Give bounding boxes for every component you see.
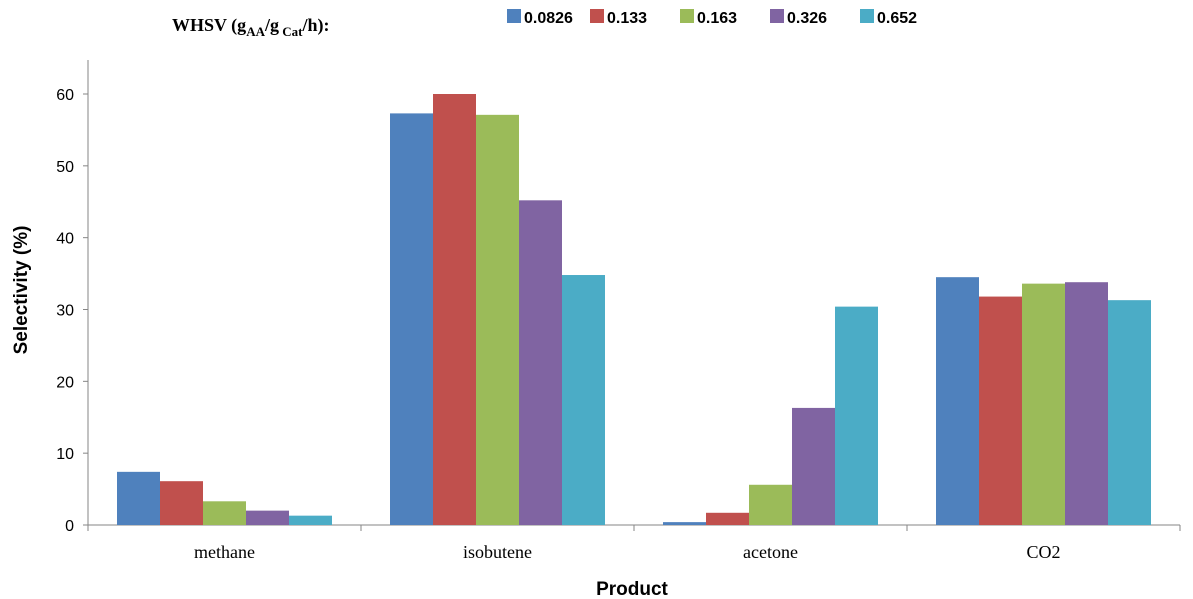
x-axis-title: Product [596,579,668,599]
bar-co2-0.163 [1022,283,1065,525]
y-tick-label: 10 [56,446,74,463]
y-tick-label: 20 [56,374,74,391]
bar-isobutene-0.0826 [390,113,433,526]
y-tick-label: 30 [56,303,74,320]
y-tick-label: 50 [56,159,74,176]
bar-methane-0.133 [160,481,203,525]
bar-methane-0.652 [289,515,332,525]
x-category-label: methane [194,542,255,562]
x-category-label: isobutene [463,542,532,562]
legend-swatch [770,9,784,23]
y-ticks: 0 10 20 30 40 50 60 [56,87,88,535]
legend: 0.0826 0.133 0.163 0.326 0.652 [507,9,917,27]
bar-co2-0.652 [1108,300,1151,525]
bar-acetone-0.163 [749,484,792,525]
bar-isobutene-0.163 [476,114,519,525]
bar-methane-0.163 [203,501,246,525]
bars [117,94,1151,526]
bar-co2-0.0826 [936,277,979,525]
legend-swatch [507,9,521,23]
x-category-label: CO2 [1026,542,1060,562]
bar-methane-0.326 [246,510,289,525]
legend-label: 0.133 [607,10,647,27]
bar-acetone-0.326 [792,407,835,525]
bar-isobutene-0.326 [519,200,562,525]
bar-methane-0.0826 [117,471,160,525]
legend-swatch [860,9,874,23]
legend-label: 0.652 [877,10,917,27]
y-tick-label: 60 [56,87,74,104]
legend-swatch [680,9,694,23]
y-tick-label: 0 [65,518,74,535]
x-category-label: acetone [743,542,798,562]
bar-acetone-0.133 [706,512,749,525]
bar-isobutene-0.652 [562,275,605,525]
legend-label: 0.0826 [524,10,573,27]
legend-label: 0.163 [697,10,737,27]
bar-co2-0.133 [979,296,1022,525]
bar-acetone-0.652 [835,306,878,525]
y-tick-label: 40 [56,231,74,248]
bar-isobutene-0.133 [433,94,476,525]
legend-title: WHSV (gAA/g Cat/h): [172,15,329,39]
x-ticks [87,525,1181,531]
y-axis-title: Selectivity (%) [11,226,32,355]
bar-co2-0.326 [1065,282,1108,525]
bar-acetone-0.0826 [663,522,706,525]
legend-label: 0.326 [787,10,827,27]
legend-swatch [590,9,604,23]
category-labels: methane isobutene acetone CO2 [194,542,1061,562]
